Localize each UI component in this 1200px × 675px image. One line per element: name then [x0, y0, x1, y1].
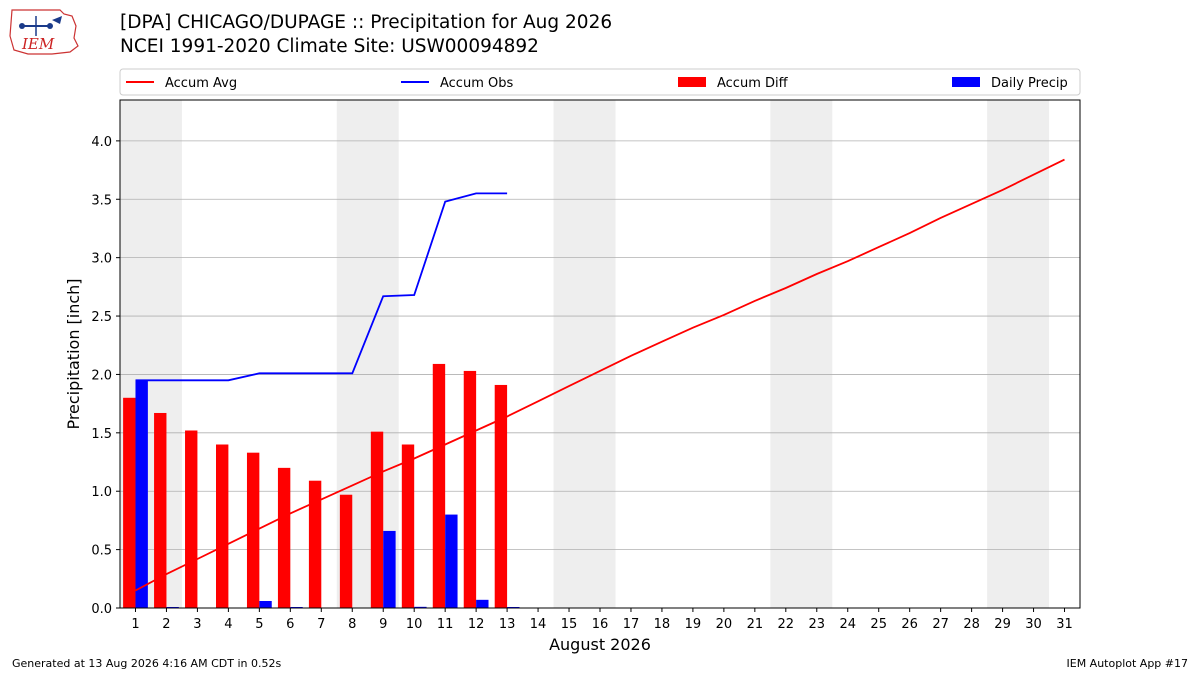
y-axis-label: Precipitation [inch] — [64, 278, 83, 429]
app-credit: IEM Autoplot App #17 — [1066, 657, 1189, 670]
generated-timestamp: Generated at 13 Aug 2026 4:16 AM CDT in … — [12, 657, 282, 670]
legend-accum-obs-label: Accum Obs — [440, 76, 513, 91]
y-tick-label: 3.5 — [91, 193, 112, 208]
x-tick-label: 25 — [870, 617, 887, 632]
daily-precip-bar — [476, 599, 489, 608]
x-tick-label: 15 — [561, 617, 578, 632]
accum-diff-bar — [216, 444, 229, 608]
x-tick-label: 29 — [994, 617, 1011, 632]
y-tick-label: 0.5 — [91, 544, 112, 559]
y-tick-label: 0.0 — [91, 602, 112, 617]
x-tick-label: 23 — [809, 617, 826, 632]
x-tick-label: 20 — [716, 617, 733, 632]
daily-precip-bar — [383, 530, 396, 608]
x-tick-label: 14 — [530, 617, 547, 632]
legend-accum-diff-label: Accum Diff — [717, 76, 789, 91]
legend-box — [119, 68, 1081, 96]
x-tick-label: 8 — [348, 617, 356, 632]
weekend-band — [553, 100, 616, 608]
accum-diff-bar — [432, 363, 446, 608]
iem-logo: IEM — [9, 9, 79, 55]
x-tick-label: 27 — [932, 617, 949, 632]
legend-accum-diff-swatch — [678, 77, 706, 87]
x-tick-label: 31 — [1056, 617, 1073, 632]
y-tick-label: 4.0 — [91, 135, 112, 150]
x-tick-label: 12 — [468, 617, 485, 632]
daily-precip-bar — [259, 600, 272, 608]
daily-precip-bar — [414, 606, 427, 608]
x-tick-label: 18 — [654, 617, 671, 632]
accum-diff-bar — [246, 452, 260, 608]
x-tick-label: 30 — [1025, 617, 1042, 632]
accum-diff-bar — [401, 444, 415, 608]
x-tick-label: 7 — [317, 617, 325, 632]
accum-diff-bar — [154, 412, 167, 608]
y-tick-label: 1.5 — [91, 427, 112, 442]
x-tick-label: 22 — [778, 617, 795, 632]
accum-diff-bar — [494, 384, 508, 608]
x-tick-label: 5 — [255, 617, 263, 632]
y-tick-label: 3.0 — [91, 252, 112, 267]
daily-precip-bar — [445, 514, 458, 608]
x-tick-label: 21 — [747, 617, 764, 632]
y-tick-label: 2.5 — [91, 310, 112, 325]
chart-subtitle: NCEI 1991-2020 Climate Site: USW00094892 — [120, 36, 539, 57]
x-tick-label: 16 — [592, 617, 609, 632]
daily-precip-bar — [135, 380, 148, 608]
x-axis-label: August 2026 — [549, 635, 651, 654]
accum-diff-bar — [370, 431, 384, 608]
x-tick-label: 1 — [131, 617, 139, 632]
x-tick-label: 28 — [963, 617, 980, 632]
accum-diff-bar — [308, 480, 322, 608]
legend-accum-avg-label: Accum Avg — [165, 76, 237, 91]
x-tick-label: 19 — [685, 617, 702, 632]
accum-avg-line — [135, 158, 1065, 592]
legend-daily-precip-label: Daily Precip — [991, 76, 1068, 91]
x-tick-label: 4 — [224, 617, 232, 632]
accum-diff-bar — [277, 467, 291, 608]
weekend-band — [770, 100, 833, 608]
x-tick-label: 9 — [379, 617, 387, 632]
chart-title: [DPA] CHICAGO/DUPAGE :: Precipitation fo… — [120, 12, 613, 33]
x-tick-label: 17 — [623, 617, 640, 632]
logo-text: IEM — [21, 35, 55, 53]
x-tick-label: 10 — [406, 617, 423, 632]
x-tick-label: 24 — [839, 617, 856, 632]
accum-diff-bar — [463, 370, 477, 608]
accum-diff-bar — [123, 397, 136, 608]
x-tick-label: 11 — [437, 617, 454, 632]
y-tick-label: 2.0 — [91, 368, 112, 383]
legend-daily-precip-swatch — [952, 77, 980, 87]
weekend-band — [987, 100, 1050, 608]
x-tick-label: 13 — [499, 617, 516, 632]
x-tick-label: 26 — [901, 617, 918, 632]
accum-diff-bar — [185, 430, 198, 608]
x-tick-label: 3 — [193, 617, 201, 632]
y-tick-label: 1.0 — [91, 485, 112, 500]
accum-obs-line — [135, 192, 508, 382]
x-tick-label: 6 — [286, 617, 294, 632]
x-tick-label: 2 — [162, 617, 170, 632]
accum-diff-bar — [339, 494, 353, 608]
